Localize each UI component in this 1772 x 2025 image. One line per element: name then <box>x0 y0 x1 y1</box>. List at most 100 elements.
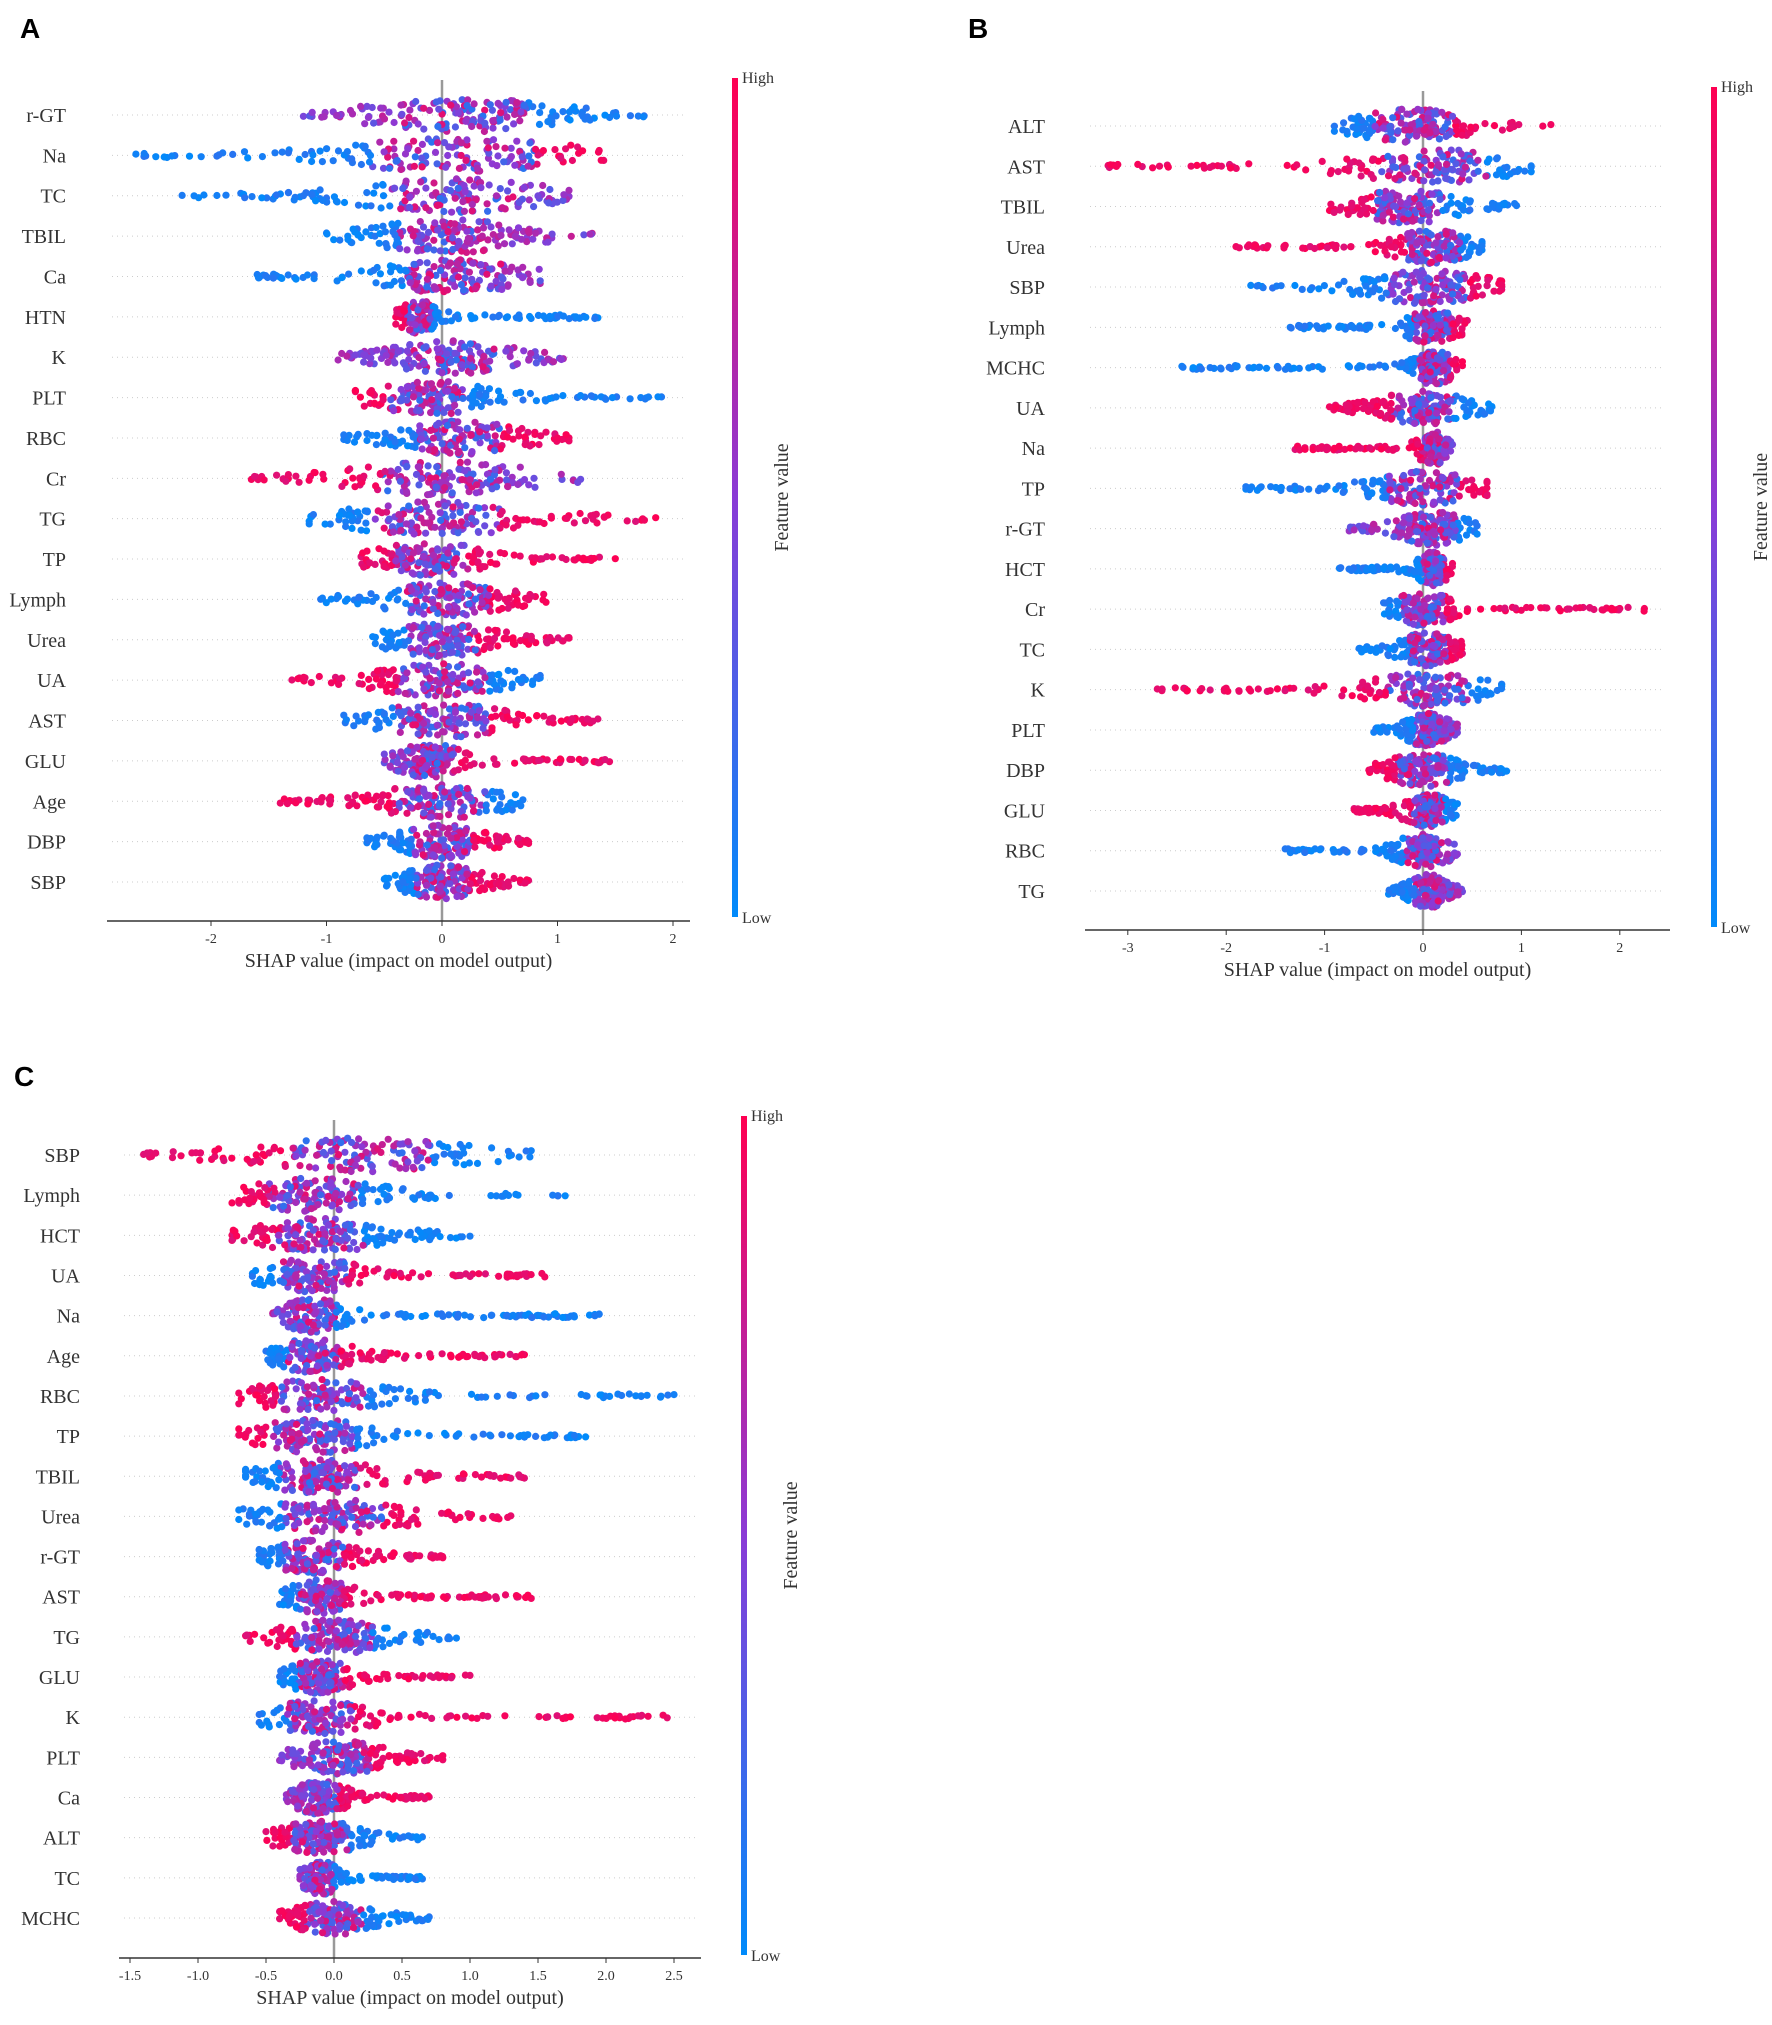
shap-dot <box>502 521 510 529</box>
shap-dot <box>1449 333 1457 342</box>
shap-dot <box>348 110 357 118</box>
shap-dot <box>1447 281 1455 289</box>
shap-dot <box>1344 408 1352 416</box>
shap-dot <box>482 392 490 400</box>
shap-dot <box>373 792 381 800</box>
shap-dot <box>403 383 411 391</box>
shap-dot <box>1283 161 1291 169</box>
shap-dot <box>430 320 439 329</box>
shap-dot <box>449 670 457 679</box>
shap-dot <box>381 467 389 475</box>
shap-dot <box>1378 168 1386 176</box>
shap-dot <box>441 668 449 676</box>
shap-dot <box>581 756 589 764</box>
shap-dot <box>491 705 499 713</box>
shap-dot <box>1330 127 1338 135</box>
shap-dot <box>458 96 466 104</box>
shap-dot <box>436 97 444 105</box>
shap-dot <box>1389 114 1397 122</box>
shap-dot <box>391 184 399 192</box>
shap-dot <box>1442 132 1450 141</box>
shap-dot <box>451 194 459 202</box>
shap-dot <box>422 829 430 838</box>
shap-dot <box>1391 253 1399 261</box>
shap-dot <box>140 149 148 158</box>
shap-dot <box>1484 205 1493 214</box>
shap-dot <box>1409 217 1417 225</box>
shap-dot <box>476 887 484 895</box>
shap-dot <box>507 799 515 807</box>
shap-dot <box>486 550 494 559</box>
shap-dot <box>343 436 351 444</box>
shap-dot <box>440 408 448 417</box>
shap-dot <box>258 194 266 202</box>
shap-dot <box>486 881 494 889</box>
shap-dot <box>477 178 485 187</box>
shap-dot <box>1420 177 1428 185</box>
shap-dot <box>1374 197 1382 205</box>
shap-dot <box>405 841 413 849</box>
shap-dot <box>367 389 375 397</box>
shap-dot <box>461 756 469 764</box>
shap-dot <box>1226 164 1235 172</box>
shap-dot <box>1478 242 1486 250</box>
shap-dot <box>284 271 292 279</box>
shap-dot <box>1408 250 1416 258</box>
shap-dot <box>406 106 414 114</box>
shap-dot <box>426 490 434 498</box>
shap-dot <box>516 463 524 471</box>
shap-dot <box>1396 198 1405 206</box>
shap-dot <box>1332 403 1340 411</box>
shap-dot <box>316 147 324 155</box>
shap-dot <box>292 472 300 480</box>
shap-dot <box>1445 408 1453 416</box>
shap-dot <box>479 247 487 255</box>
shap-dot <box>567 141 575 149</box>
shap-dot <box>478 232 486 240</box>
shap-dot <box>496 549 504 557</box>
shap-dot <box>303 271 312 279</box>
shap-dot <box>1164 163 1172 171</box>
shap-dot <box>453 260 461 268</box>
shap-dot <box>1394 404 1402 412</box>
shap-dot <box>394 219 402 227</box>
shap-dot <box>345 270 353 278</box>
shap-dot <box>393 759 401 767</box>
shap-dot <box>430 236 438 244</box>
shap-dot <box>470 627 478 636</box>
shap-dot <box>365 158 374 166</box>
shap-dot <box>1496 166 1504 174</box>
shap-dot <box>551 146 559 154</box>
shap-dot <box>459 394 467 402</box>
shap-dot <box>396 245 404 253</box>
shap-dot <box>448 393 456 401</box>
shap-dot <box>357 267 365 275</box>
feature-row-Ca: Ca <box>44 256 685 296</box>
shap-dot <box>1415 227 1424 235</box>
shap-dot <box>463 580 471 588</box>
shap-dot <box>446 449 454 457</box>
shap-dot <box>536 109 544 117</box>
shap-dot <box>386 202 394 210</box>
shap-dot <box>442 562 451 570</box>
shap-dot <box>601 756 609 764</box>
shap-dot <box>399 839 407 847</box>
shap-dot <box>481 828 489 836</box>
panel-B: BALTASTTBILUreaSBPLymphMCHCUANaTPr-GTHCT… <box>968 13 1772 981</box>
shap-dot <box>1366 363 1374 371</box>
shap-dot <box>498 507 506 516</box>
x-tick-label: -2 <box>205 932 217 947</box>
shap-dot <box>431 148 440 156</box>
shap-dot <box>1379 397 1388 405</box>
shap-dot <box>479 724 487 732</box>
shap-dot <box>535 441 543 449</box>
shap-dot <box>652 514 660 522</box>
shap-dot <box>514 601 522 609</box>
shap-dot <box>398 323 406 332</box>
shap-dot <box>411 849 419 857</box>
shap-dot <box>255 274 263 282</box>
shap-dot <box>1377 241 1385 249</box>
shap-dot <box>549 358 558 366</box>
feature-row-Lymph: Lymph <box>988 307 1665 346</box>
shap-dot <box>1493 155 1501 163</box>
